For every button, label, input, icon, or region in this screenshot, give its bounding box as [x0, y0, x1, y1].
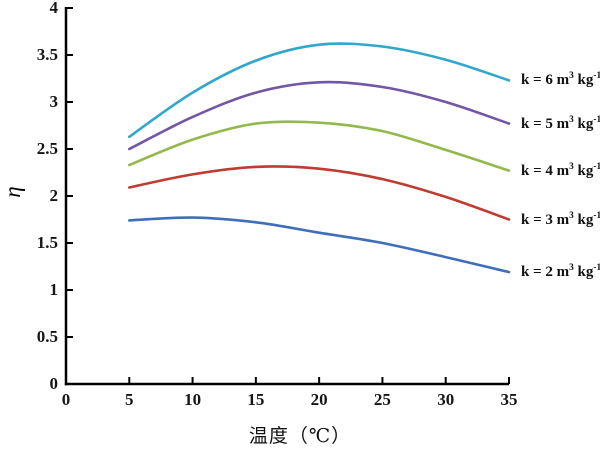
series-label-k2: k = 2 m3 kg-1 — [521, 263, 600, 281]
series-label-k6: k = 6 m3 kg-1 — [521, 71, 600, 89]
y-tick-label: 1 — [49, 280, 59, 299]
series-label-k5: k = 5 m3 kg-1 — [521, 114, 600, 132]
curve-k2 — [128, 216, 511, 274]
y-tick-label: 4 — [49, 0, 59, 17]
x-tick-label: 10 — [184, 390, 202, 409]
x-tick-label: 30 — [437, 390, 455, 409]
x-tick-label: 25 — [373, 390, 391, 409]
y-tick-label: 0.5 — [36, 327, 58, 346]
y-tick-label: 3.5 — [36, 45, 58, 64]
curve-k6 — [128, 42, 511, 139]
x-tick-label: 20 — [310, 390, 328, 409]
y-tick-label: 1.5 — [36, 233, 58, 252]
y-tick-label: 2.5 — [36, 139, 58, 158]
x-tick-label: 0 — [61, 390, 71, 409]
series-label-k4: k = 4 m3 kg-1 — [521, 161, 600, 179]
y-tick-label: 3 — [49, 92, 59, 111]
x-tick-label: 35 — [500, 390, 518, 409]
series-label-k3: k = 3 m3 kg-1 — [521, 210, 600, 228]
curve-k4 — [128, 120, 511, 172]
x-tick-label: 15 — [247, 390, 265, 409]
x-axis-title: 温度（℃） — [248, 426, 352, 447]
y-tick-label: 2 — [49, 186, 59, 205]
x-tick-label: 5 — [125, 390, 134, 409]
curve-k3 — [128, 165, 511, 221]
y-tick-label: 0 — [49, 374, 59, 393]
curve-k5 — [128, 80, 511, 151]
